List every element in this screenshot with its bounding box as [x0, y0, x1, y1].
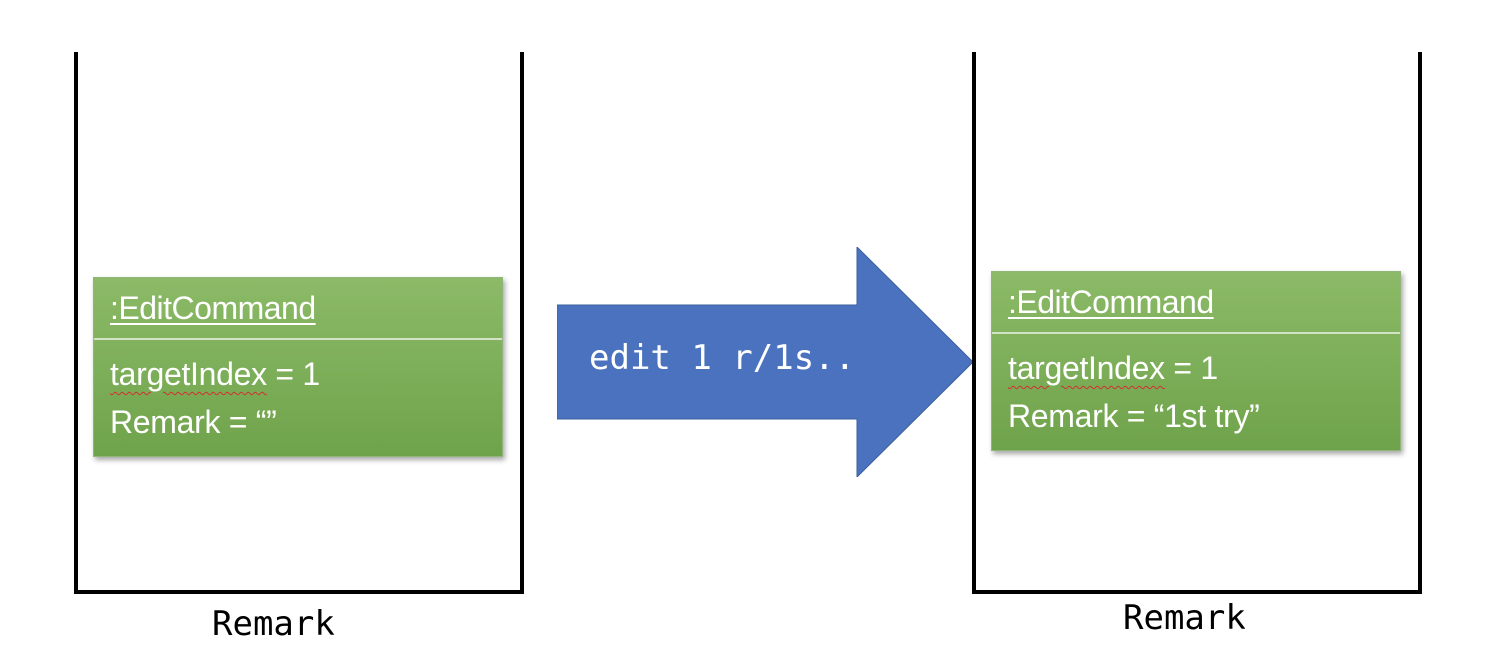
object-title: :EditCommand — [1008, 283, 1214, 320]
object-attributes: targetIndex = 1 Remark = “1st try” — [992, 334, 1400, 450]
target-index-value: = 1 — [1164, 350, 1218, 386]
target-index-value: = 1 — [266, 356, 320, 392]
target-index-attribute: targetIndex = 1 — [1008, 344, 1400, 392]
arrow-shape — [557, 247, 974, 477]
object-title: :EditCommand — [110, 289, 316, 326]
target-index-name: targetIndex — [1008, 350, 1165, 386]
object-header: :EditCommand — [992, 272, 1400, 334]
right-remark-container — [972, 52, 1422, 594]
left-container-caption: Remark — [212, 604, 335, 644]
target-index-name: targetIndex — [110, 356, 267, 392]
command-text: edit 1 r/1s.. — [589, 338, 856, 378]
left-remark-container — [74, 52, 524, 594]
transition-arrow — [557, 247, 974, 477]
remark-attribute: Remark = “” — [110, 404, 277, 440]
right-editcommand-object: :EditCommand targetIndex = 1 Remark = “1… — [991, 271, 1401, 451]
target-index-attribute: targetIndex = 1 — [110, 350, 502, 398]
left-editcommand-object: :EditCommand targetIndex = 1 Remark = “” — [93, 277, 503, 457]
remark-attribute: Remark = “1st try” — [1008, 398, 1260, 434]
object-header: :EditCommand — [94, 278, 502, 340]
right-container-caption: Remark — [1123, 598, 1246, 638]
object-attributes: targetIndex = 1 Remark = “” — [94, 340, 502, 456]
